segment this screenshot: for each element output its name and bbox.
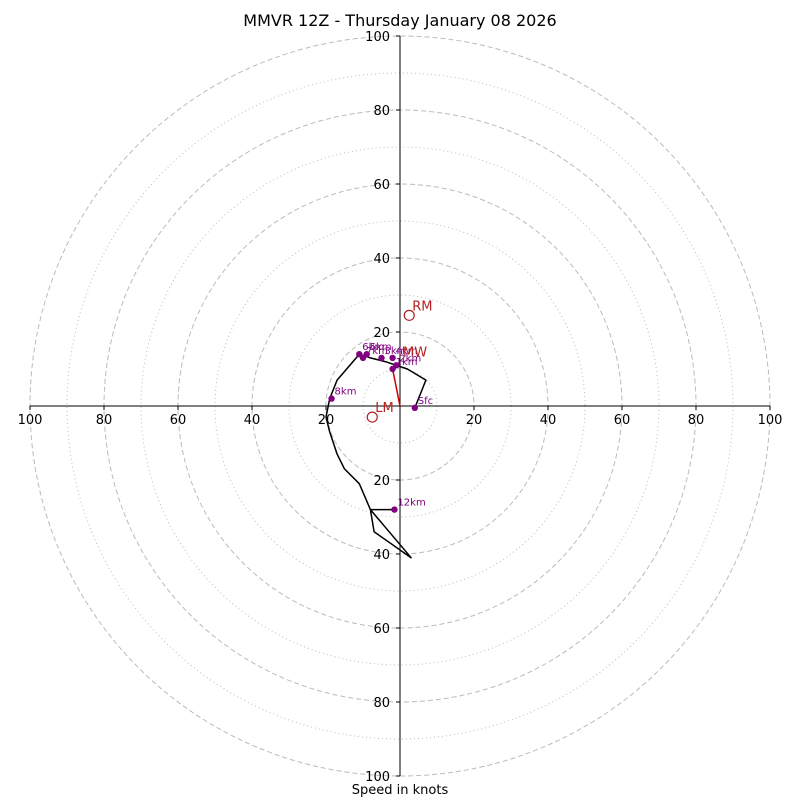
storm-motion-label-MW: MW <box>403 346 427 361</box>
height-point-12km <box>391 506 398 513</box>
height-label-Sfc: Sfc <box>418 396 433 407</box>
height-label-12km: 12km <box>397 498 425 509</box>
wind-trace-line <box>325 353 427 559</box>
y-tick-label: 20 <box>373 326 390 341</box>
height-label-1km: 1km <box>396 357 418 368</box>
x-tick-label: 60 <box>170 413 187 428</box>
y-tick-label: 80 <box>373 696 390 711</box>
x-tick-label: 100 <box>758 413 783 428</box>
y-tick-label: 60 <box>373 178 390 193</box>
height-label-8km: 8km <box>335 387 357 398</box>
y-tick-label: 40 <box>373 252 390 267</box>
storm-motion-label-RM: RM <box>412 299 432 314</box>
height-point-7km <box>359 354 367 362</box>
y-tick-label: 60 <box>373 622 390 637</box>
chart-title: MMVR 12Z - Thursday January 08 2026 <box>243 11 557 30</box>
height-point-8km <box>328 395 335 402</box>
x-axis-label: Speed in knots <box>351 783 449 798</box>
height-label-6km: 6km <box>362 342 384 353</box>
x-tick-label: 80 <box>96 413 113 428</box>
x-tick-label: 60 <box>614 413 631 428</box>
shear-vector-line <box>391 368 401 407</box>
height-point-Sfc <box>411 404 418 412</box>
height-point-2km <box>393 362 400 369</box>
height-point-4km <box>389 354 396 362</box>
x-tick-label: 40 <box>540 413 557 428</box>
y-tick-label: 40 <box>373 548 390 563</box>
height-label-4km: 4km <box>396 346 418 357</box>
x-tick-label: 40 <box>244 413 261 428</box>
height-label-5km: 5km <box>370 342 392 353</box>
height-point-3km <box>378 354 385 362</box>
storm-motion-marker-LM <box>366 411 378 423</box>
height-label-3km: 3km <box>385 346 407 357</box>
x-tick-label: 100 <box>18 413 43 428</box>
storm-motion-label-LM: LM <box>375 401 393 416</box>
height-label-7km: 7km <box>366 346 388 357</box>
y-tick-label: 100 <box>365 30 390 45</box>
x-tick-label: 20 <box>318 413 335 428</box>
y-tick-label: 100 <box>365 770 390 785</box>
storm-motion-marker-RM <box>403 309 415 321</box>
y-tick-label: 80 <box>373 104 390 119</box>
x-tick-label: 20 <box>466 413 483 428</box>
height-label-2km: 2km <box>399 353 421 364</box>
y-tick-label: 20 <box>373 474 390 489</box>
x-tick-label: 80 <box>688 413 705 428</box>
